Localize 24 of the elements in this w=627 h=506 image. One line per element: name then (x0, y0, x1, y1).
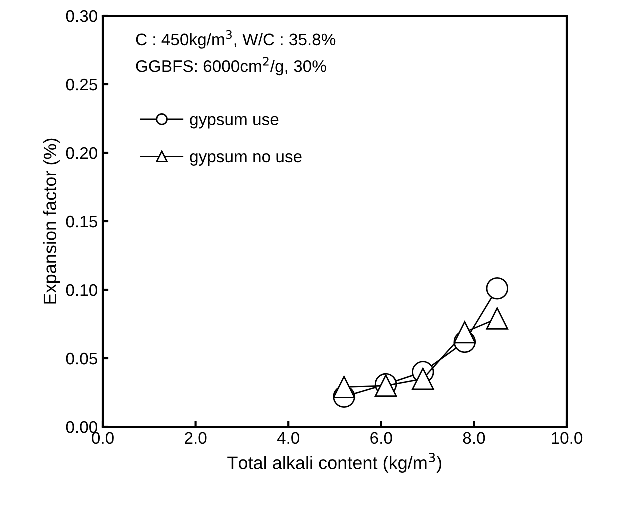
y-axis-title: Expansion factor (%) (43, 138, 60, 304)
point (412, 368, 434, 390)
y-tick-label: 0.30 (66, 10, 98, 22)
x-tick-label: 8.0 (463, 432, 486, 444)
legend-label: gypsum no use (190, 154, 302, 166)
point (333, 376, 356, 398)
x-tick-label: 10.0 (552, 432, 583, 444)
annotation: C : 450kg/m$^{3}$, W/C : 35.8% (136, 30, 336, 49)
y-tick-label: 0.00 (66, 421, 98, 434)
y-tick-label: 0.05 (66, 352, 98, 365)
x-tick-label: 6.0 (370, 432, 392, 444)
x-tick-label: 2.0 (185, 432, 207, 444)
y-tick-label: 0.25 (66, 78, 98, 91)
point (454, 321, 476, 344)
x-tick-label: 4.0 (277, 432, 300, 444)
y-tick-label: 0.15 (66, 216, 98, 228)
point (486, 308, 509, 330)
y-tick-label: 0.10 (66, 284, 98, 296)
legend-label: gypsum use (190, 116, 279, 129)
y-tick-label: 0.20 (66, 147, 98, 160)
annotation: GGBFS: 6000cm$^{2}$/g, 30% (136, 57, 326, 76)
x-axis-title: Total alkali content (kg/m$^{3}$) (228, 452, 442, 473)
point (486, 278, 509, 300)
x-tick-label: 0.0 (92, 432, 114, 444)
